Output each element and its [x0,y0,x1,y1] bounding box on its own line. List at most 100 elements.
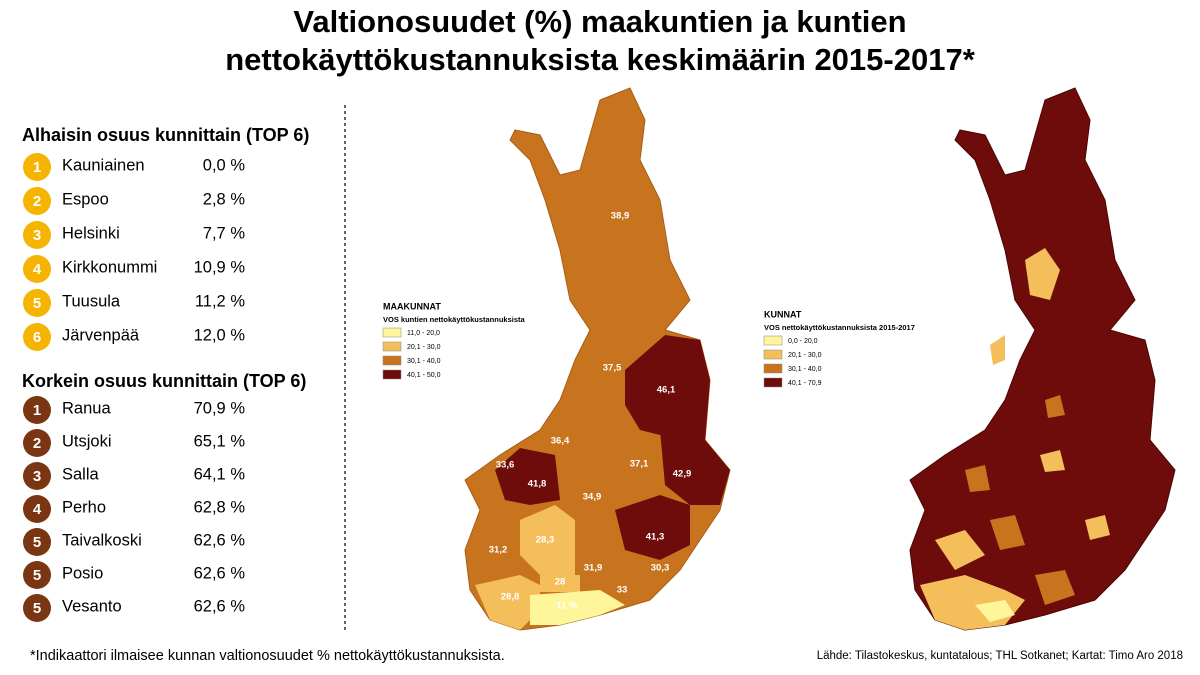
region-label: 33 [617,585,628,596]
rank-badge [23,289,51,317]
share-value: 70,9 % [194,399,246,417]
region-map: 38,9 37,5 46,1 36,4 37,1 33,6 41,8 34,9 … [464,87,731,631]
municipality-name: Kirkkonummi [62,258,157,276]
legend-swatch [382,369,402,380]
municipality [965,465,990,492]
footnote: *Indikaattori ilmaisee kunnan valtionosu… [30,648,505,664]
legend-label: 11,0 - 20,0 [407,330,440,337]
legend-label: 20,1 - 30,0 [788,352,822,359]
region-label: 33,6 [496,460,515,471]
rank: 3 [33,468,41,485]
region-label: 11 % [556,601,578,612]
municipality [1035,570,1075,605]
region [540,575,580,592]
title: Valtionosuudet (%) maakuntien ja kuntien [293,4,906,39]
region [625,335,710,440]
legend-label: 0,0 - 20,0 [788,338,818,345]
share-value: 11,2 % [195,292,245,310]
share-value: 64,1 % [194,465,246,483]
municipality-name: Helsinki [62,224,120,242]
region-label: 41,3 [646,532,665,543]
share-value: 62,6 % [194,564,246,582]
legend-label: 40,1 - 50,0 [407,372,441,379]
rank-badge [23,561,51,589]
share-value: 12,0 % [194,326,246,344]
share-value: 2,8 % [203,190,246,208]
region [495,448,560,505]
title: nettokäyttökustannuksista keskimäärin 20… [225,42,975,77]
rank: 4 [33,261,42,278]
legend-label: 20,1 - 30,0 [407,344,441,351]
region [660,430,730,505]
municipality-name: Utsjoki [62,432,112,450]
municipality [990,515,1025,550]
municipality [1040,450,1065,472]
region-label: 31,9 [584,563,603,574]
list-heading: Alhaisin osuus kunnittain (TOP 6) [22,125,309,145]
share-value: 65,1 % [194,432,246,450]
rank-badge [23,528,51,556]
legend-label: 30,1 - 40,0 [788,366,822,373]
share-value: 62,6 % [194,531,246,549]
municipality-name: Salla [62,465,100,483]
legend-title: KUNNAT [764,309,802,319]
share-value: 62,8 % [194,498,246,516]
region-label: 28,8 [501,592,520,603]
municipality-name: Posio [62,564,103,582]
municipality [1085,515,1110,540]
legend-label: 40,1 - 70,9 [788,380,822,387]
rank: 5 [33,567,41,584]
rank-badge [23,221,51,249]
rank: 2 [33,435,41,452]
rank-badge [23,495,51,523]
region [530,590,625,625]
legend-subtitle: VOS kuntien nettokäyttökustannuksista [383,315,526,324]
rank-badge [23,153,51,181]
rank-badge [23,429,51,457]
legend-swatch [382,355,402,366]
municipality-name: Vesanto [62,597,122,615]
municipality-map [909,87,1176,631]
municipality-name: Ranua [62,399,111,417]
rank: 2 [33,193,41,210]
municipality [935,530,985,570]
rank-badge [23,255,51,283]
region [909,87,1176,631]
region [615,495,690,560]
legend-title: MAAKUNNAT [383,301,441,311]
municipality [975,600,1015,622]
rank: 1 [33,159,41,176]
legend-label: 30,1 - 40,0 [407,358,441,365]
region-label: 38,9 [611,211,630,222]
legend-swatch [763,335,783,346]
rank: 6 [33,329,41,346]
share-value: 62,6 % [194,597,246,615]
list-heading: Korkein osuus kunnittain (TOP 6) [22,371,306,391]
municipality [990,335,1005,365]
region [520,505,575,575]
rank: 5 [33,534,41,551]
municipality-name: Tuusula [62,292,121,310]
region-label: 31,2 [489,545,508,556]
region-label: 42,9 [673,469,692,480]
legend-subtitle: VOS nettokäyttökustannuksista 2015-2017 [764,323,915,332]
rank: 5 [33,600,41,617]
region-label: 34,9 [583,492,602,503]
rank: 3 [33,227,41,244]
municipality [1045,395,1065,418]
region-label: 28,3 [536,535,555,546]
rank: 5 [33,295,41,312]
municipality-name: Taivalkoski [62,531,142,549]
region-label: 30,3 [651,563,670,574]
rank-badge [23,594,51,622]
rank-badge [23,187,51,215]
region-label: 37,1 [630,459,649,470]
rank: 4 [33,501,42,518]
rank-badge [23,396,51,424]
share-value: 10,9 % [194,258,246,276]
municipality [1025,248,1060,300]
legend-swatch [382,327,402,338]
share-value: 7,7 % [203,224,246,242]
